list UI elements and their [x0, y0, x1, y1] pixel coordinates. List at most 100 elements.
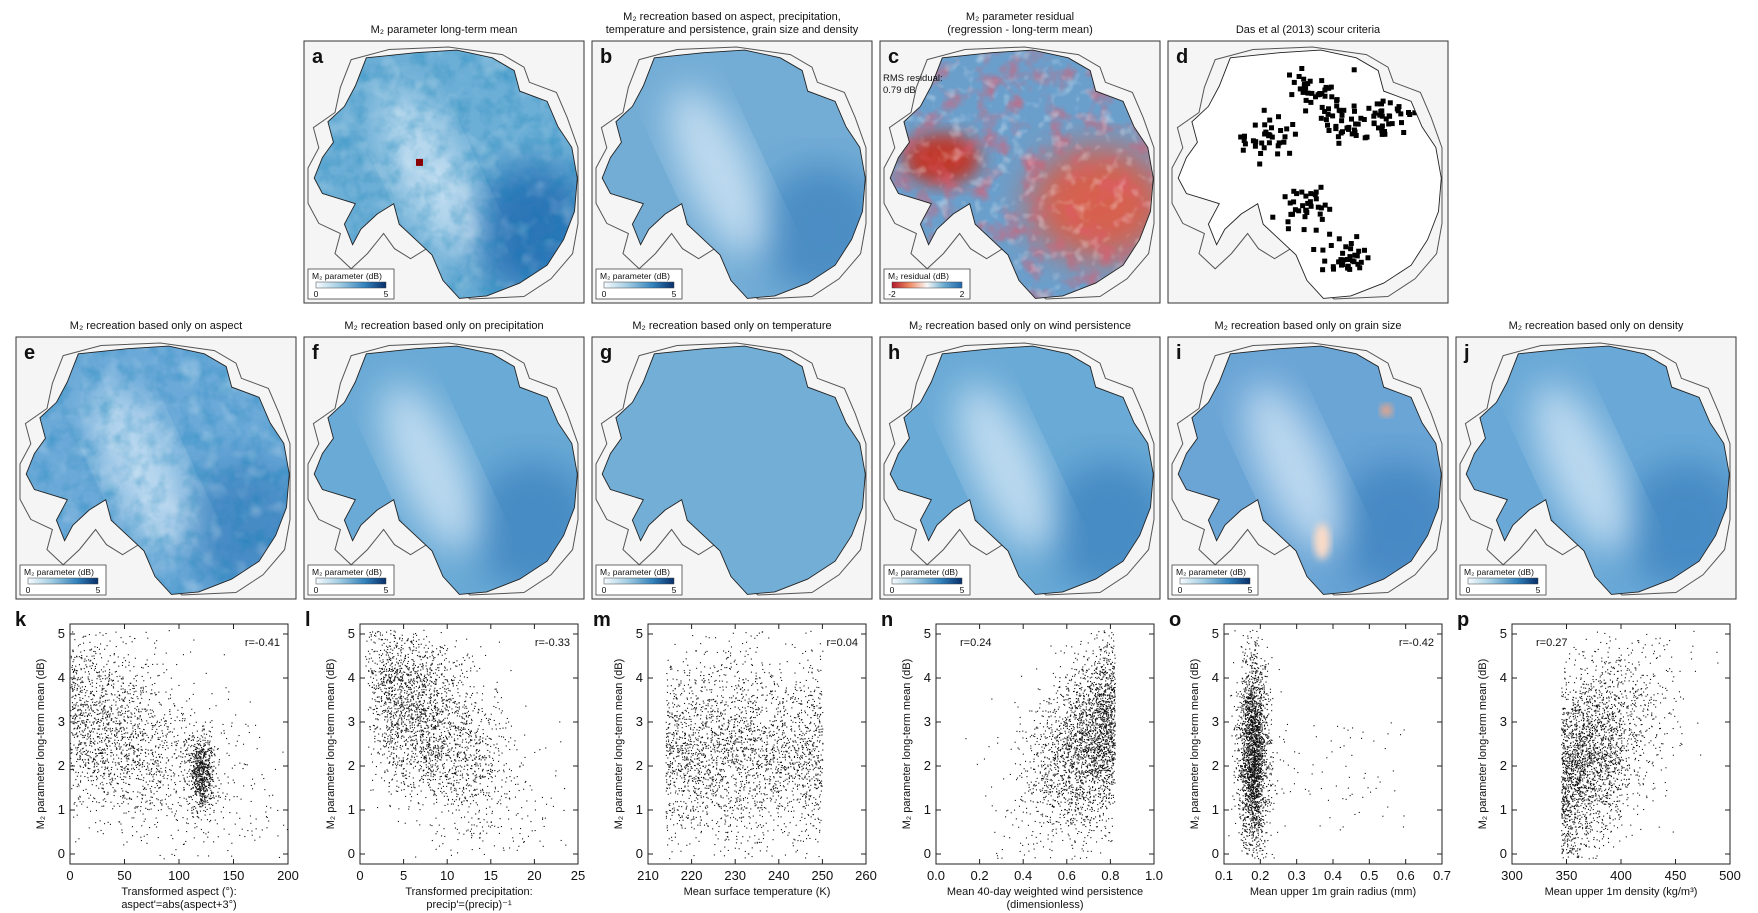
scatter-point	[138, 748, 140, 750]
scatter-point	[101, 703, 103, 705]
continent-outline	[1465, 345, 1730, 595]
scatter-point	[426, 679, 428, 681]
scatter-point	[99, 752, 101, 754]
scatter-point	[201, 770, 203, 772]
scatter-point	[207, 772, 209, 774]
scatter-point	[104, 670, 106, 672]
scatter-point	[126, 772, 128, 774]
scatter-point	[421, 712, 423, 714]
scatter-point	[211, 736, 213, 738]
scatter-point	[422, 736, 424, 738]
scatter-point	[428, 726, 430, 728]
scatter-point	[434, 727, 436, 729]
scatter-point	[462, 739, 464, 741]
scatter-point	[434, 745, 436, 747]
scatter-point	[455, 799, 457, 801]
scatter-point	[446, 776, 448, 778]
scatter-point	[489, 826, 491, 828]
scatter-point	[283, 824, 285, 826]
scatter-point	[413, 649, 415, 651]
scatter-point	[434, 759, 436, 761]
scatter-point	[108, 761, 110, 763]
scatter-point	[94, 762, 96, 764]
scour-cell	[1338, 130, 1344, 136]
scatter-point	[135, 764, 137, 766]
scatter-point	[370, 753, 372, 755]
scatter-point	[442, 705, 444, 707]
scatter-point	[79, 758, 81, 760]
scatter-point	[404, 682, 406, 684]
scatter-point	[76, 805, 78, 807]
scatter-point	[81, 803, 83, 805]
scatter-point	[101, 787, 103, 789]
scatter-point	[115, 701, 117, 703]
scatter-point	[212, 774, 214, 776]
scatter-point	[104, 699, 106, 701]
scatter-point	[468, 729, 470, 731]
scatter-point	[204, 803, 206, 805]
scatter-point	[151, 722, 153, 724]
scatter-point	[433, 682, 435, 684]
scatter-point	[482, 757, 484, 759]
scatter-point	[432, 701, 434, 703]
scatter-point	[419, 720, 421, 722]
scatter-point	[452, 697, 454, 699]
scatter-point	[97, 736, 99, 738]
scatter-point	[396, 676, 398, 678]
scatter-point	[174, 720, 176, 722]
scatter-point	[87, 713, 89, 715]
scatter-point	[185, 840, 187, 842]
scatter-point	[416, 671, 418, 673]
scatter-point	[428, 743, 430, 745]
scatter-point	[425, 715, 427, 717]
scatter-point	[401, 722, 403, 724]
scatter-point	[202, 778, 204, 780]
scatter-point	[456, 743, 458, 745]
scatter-point	[381, 634, 383, 636]
scatter-point	[182, 774, 184, 776]
scatter-point	[130, 720, 132, 722]
scatter-point	[209, 740, 211, 742]
scatter-point	[195, 768, 197, 770]
colorbar-max: 5	[384, 289, 389, 299]
scatter-point	[79, 796, 81, 798]
scatter-point	[91, 648, 93, 650]
scatter-point	[142, 667, 144, 669]
scatter-point	[101, 689, 103, 691]
scatter-point	[83, 742, 85, 744]
scatter-point	[195, 760, 197, 762]
scatter-point	[82, 681, 84, 683]
scatter-point	[387, 680, 389, 682]
scatter-point	[238, 735, 240, 737]
scatter-point	[124, 797, 126, 799]
scatter-point	[82, 751, 84, 753]
scatter-point	[492, 759, 494, 761]
scatter-point	[437, 664, 439, 666]
scatter-point	[137, 777, 139, 779]
scatter-point	[101, 657, 103, 659]
scatter-point	[447, 749, 449, 751]
scatter-point	[87, 701, 89, 703]
scatter-point	[400, 655, 402, 657]
scatter-point	[117, 690, 119, 692]
scatter-point	[423, 707, 425, 709]
scatter-point	[387, 670, 389, 672]
scatter-point	[388, 677, 390, 679]
scatter-point	[129, 670, 131, 672]
scatter-point	[432, 717, 434, 719]
scatter-point	[114, 694, 116, 696]
scour-cell	[1379, 101, 1384, 107]
scatter-point	[81, 681, 83, 683]
scatter-point	[527, 835, 529, 837]
scatter-point	[483, 794, 485, 796]
scatter-point	[95, 634, 97, 636]
scatter-point	[428, 785, 430, 787]
scatter-point	[399, 693, 401, 695]
scatter-point	[77, 705, 79, 707]
scour-cell	[1322, 93, 1328, 99]
scatter-point	[179, 766, 181, 768]
scatter-point	[89, 742, 91, 744]
scatter-point	[207, 779, 209, 781]
